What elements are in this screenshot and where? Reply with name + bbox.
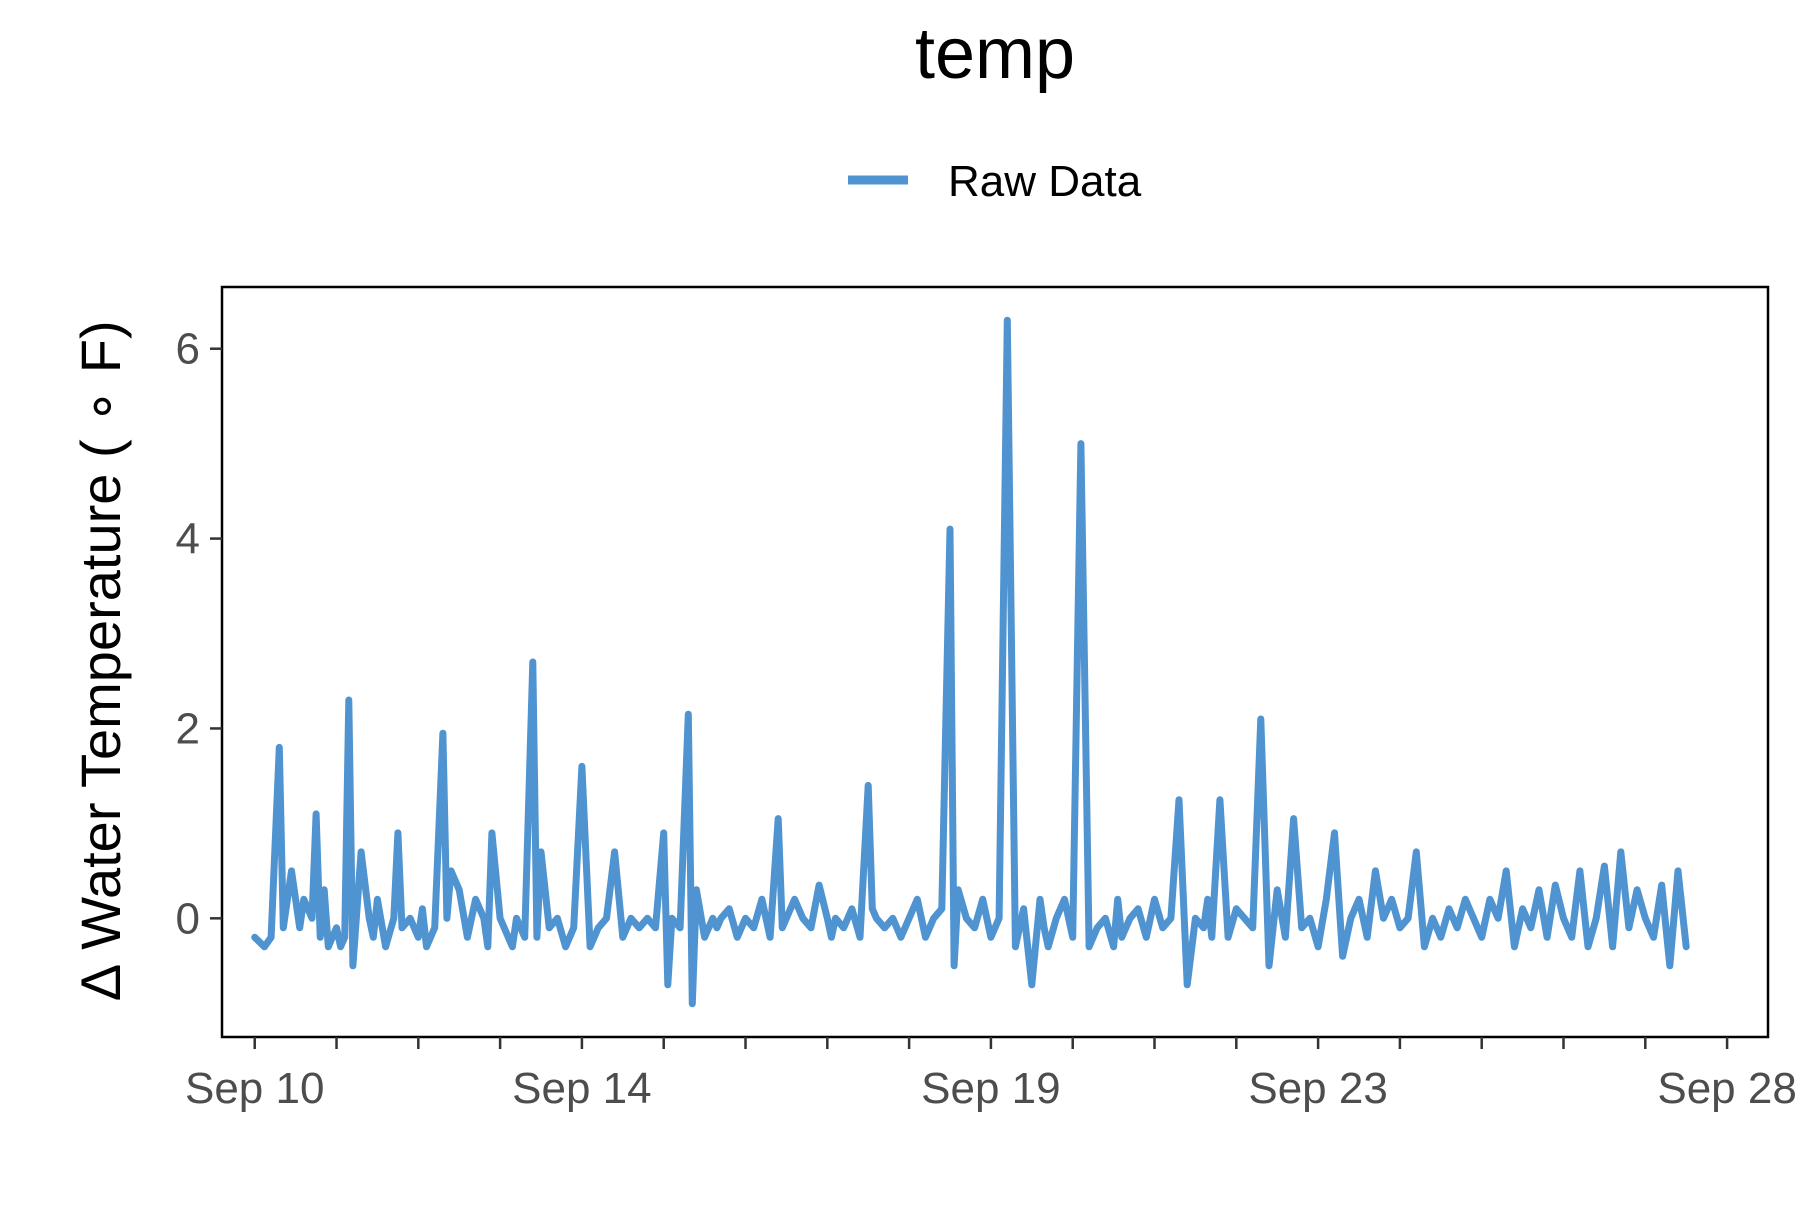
x-tick-label: Sep 19 — [921, 1064, 1060, 1113]
y-tick-label: 2 — [176, 704, 200, 753]
plot-border — [220, 285, 1770, 1039]
x-tick-label: Sep 23 — [1248, 1064, 1387, 1113]
y-tick-label: 6 — [176, 325, 200, 374]
series-line-raw-data — [251, 316, 1690, 1008]
legend: Raw Data — [848, 157, 1142, 206]
x-tick-label: Sep 28 — [1657, 1064, 1796, 1113]
y-tick-label: 4 — [176, 515, 200, 564]
y-axis-title: ∆ Water Temperature ( ∘ F) — [69, 320, 132, 999]
x-tick-label: Sep 10 — [185, 1064, 324, 1113]
y-axis: 0 2 4 6 — [176, 325, 222, 943]
plot-area — [220, 285, 1770, 1039]
x-axis: Sep 10 Sep 14 Sep 19 Sep 23 Sep 28 — [185, 1037, 1797, 1113]
y-tick-label: 0 — [176, 894, 200, 943]
chart-title: temp — [915, 14, 1075, 94]
x-tick-label: Sep 14 — [512, 1064, 651, 1113]
legend-label-raw-data: Raw Data — [948, 157, 1142, 206]
